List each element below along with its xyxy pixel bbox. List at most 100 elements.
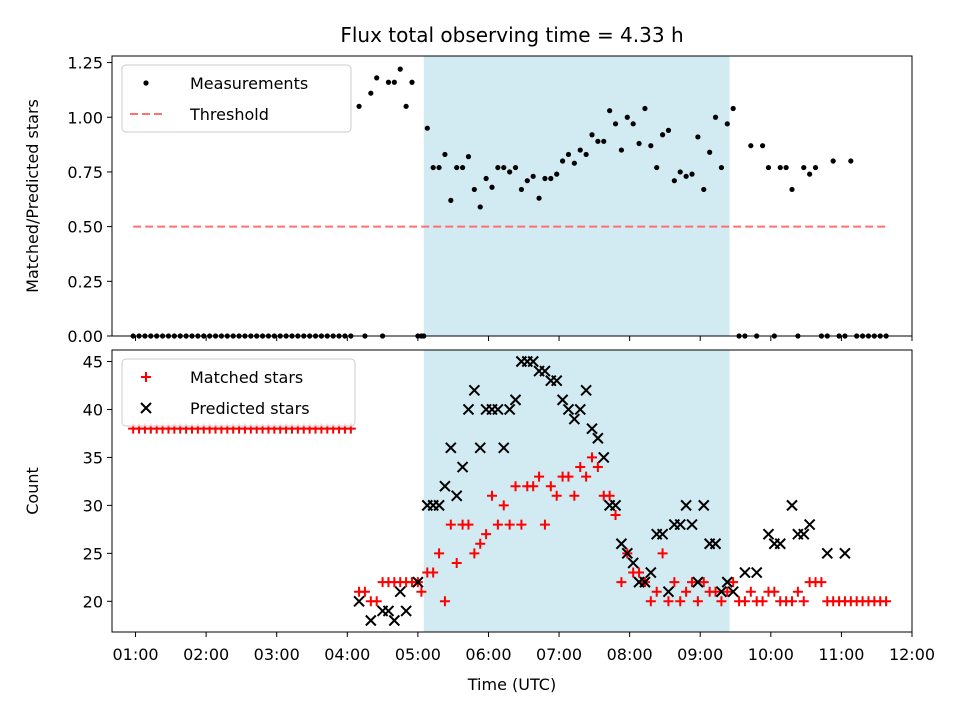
legend-box xyxy=(121,358,356,427)
predicted-stars-marker xyxy=(353,595,365,608)
x-axis-label: Time (UTC) xyxy=(467,675,556,694)
matched-stars-marker xyxy=(881,596,892,607)
measurement-point xyxy=(730,105,736,112)
x-tick-label: 03:00 xyxy=(254,645,300,664)
matched-stars-marker xyxy=(657,548,668,559)
y-tick-label: 1.00 xyxy=(67,108,103,127)
legend-matched-marker xyxy=(141,372,151,382)
measurement-point xyxy=(577,147,583,153)
measurement-point xyxy=(707,149,713,155)
measurement-point xyxy=(559,158,566,164)
matched-stars-marker xyxy=(710,586,721,597)
measurement-point xyxy=(607,108,613,114)
measurement-point xyxy=(759,143,766,149)
predicted-stars-marker xyxy=(645,566,657,579)
predicted-stars-marker xyxy=(388,614,401,627)
predicted-stars-marker xyxy=(680,499,692,512)
measurement-point xyxy=(448,197,454,203)
predicted-stars-marker xyxy=(433,499,445,512)
predicted-stars-marker xyxy=(492,403,504,416)
measurement-point xyxy=(777,164,783,171)
predicted-stars-marker xyxy=(509,394,522,406)
plot-frame xyxy=(111,349,913,633)
matched-stars-marker xyxy=(816,577,827,588)
measurement-point xyxy=(765,164,772,171)
measurement-point xyxy=(442,151,448,158)
measurement-point xyxy=(374,75,380,81)
measurement-point xyxy=(465,154,472,160)
x-tick-label: 01:00 xyxy=(112,645,158,664)
matched-stars-marker xyxy=(616,577,627,588)
predicted-stars-marker xyxy=(468,384,481,396)
observing-window-shade xyxy=(423,350,730,632)
predicted-stars-marker xyxy=(503,403,516,416)
predicted-stars-marker xyxy=(550,374,563,387)
predicted-stars-marker xyxy=(627,557,639,569)
measurement-point xyxy=(489,184,495,190)
measurement-point xyxy=(848,158,854,164)
measurement-point xyxy=(783,164,789,171)
matched-stars-marker xyxy=(451,557,462,568)
predicted-stars-marker xyxy=(456,461,469,473)
matched-stars-marker xyxy=(498,500,509,511)
measurement-point xyxy=(695,134,701,140)
measurement-point xyxy=(677,169,683,175)
matched-stars-marker xyxy=(539,519,550,530)
measurement-point xyxy=(807,171,813,177)
measurement-point xyxy=(595,138,601,144)
matched-stars-marker xyxy=(792,586,803,597)
measurement-point xyxy=(554,171,560,177)
measurement-point xyxy=(812,164,819,171)
matched-stars-marker xyxy=(634,567,645,578)
matched-stars-marker xyxy=(757,596,768,607)
measurement-point xyxy=(671,178,677,184)
measurement-point xyxy=(356,103,362,109)
y-tick-label: 0.00 xyxy=(67,327,103,346)
matched-stars-marker xyxy=(434,548,445,559)
matched-stars-marker xyxy=(592,462,603,473)
predicted-stars-marker xyxy=(598,451,610,464)
predicted-stars-marker xyxy=(698,499,710,512)
matched-stars-marker xyxy=(528,481,539,492)
predicted-stars-marker xyxy=(709,538,722,550)
matched-stars-marker xyxy=(698,577,709,588)
predicted-stars-marker xyxy=(798,528,810,540)
x-tick-label: 07:00 xyxy=(536,645,582,664)
predicted-stars-marker xyxy=(450,490,463,502)
matched-stars-marker xyxy=(545,481,556,492)
measurement-point xyxy=(477,204,483,210)
matched-stars-marker xyxy=(798,596,809,607)
matched-stars-marker xyxy=(371,596,382,607)
measurement-point xyxy=(536,195,542,201)
predicted-stars-marker xyxy=(774,538,786,550)
measurement-point xyxy=(830,158,836,164)
observing-window-shade xyxy=(423,56,730,336)
matched-stars-marker xyxy=(587,452,597,463)
measurement-point xyxy=(459,164,466,171)
measurement-point xyxy=(612,121,619,127)
predicted-stars-marker xyxy=(639,576,651,588)
predicted-stars-marker xyxy=(715,586,728,598)
predicted-stars-marker xyxy=(382,605,395,617)
matched-stars-marker xyxy=(675,596,686,607)
measurement-point xyxy=(618,147,625,153)
measurement-point xyxy=(624,114,630,120)
x-tick-label: 10:00 xyxy=(748,645,794,664)
measurement-point xyxy=(789,186,795,193)
y-tick-label: 20 xyxy=(83,592,103,611)
predicted-stars-marker xyxy=(474,442,486,454)
predicted-stars-marker xyxy=(556,394,569,406)
measurement-point xyxy=(589,132,595,138)
measurement-point xyxy=(642,105,648,112)
legend-predicted-marker xyxy=(140,402,152,414)
y-tick-label: 30 xyxy=(83,496,103,515)
legend-label: Predicted stars xyxy=(190,399,310,418)
predicted-stars-marker xyxy=(539,365,551,377)
y-tick-label: 35 xyxy=(83,448,103,467)
matched-stars-marker xyxy=(651,586,662,597)
matched-stars-marker xyxy=(492,519,503,530)
measurement-point xyxy=(512,164,519,171)
measurement-point xyxy=(601,138,607,144)
measurement-point xyxy=(583,151,589,158)
